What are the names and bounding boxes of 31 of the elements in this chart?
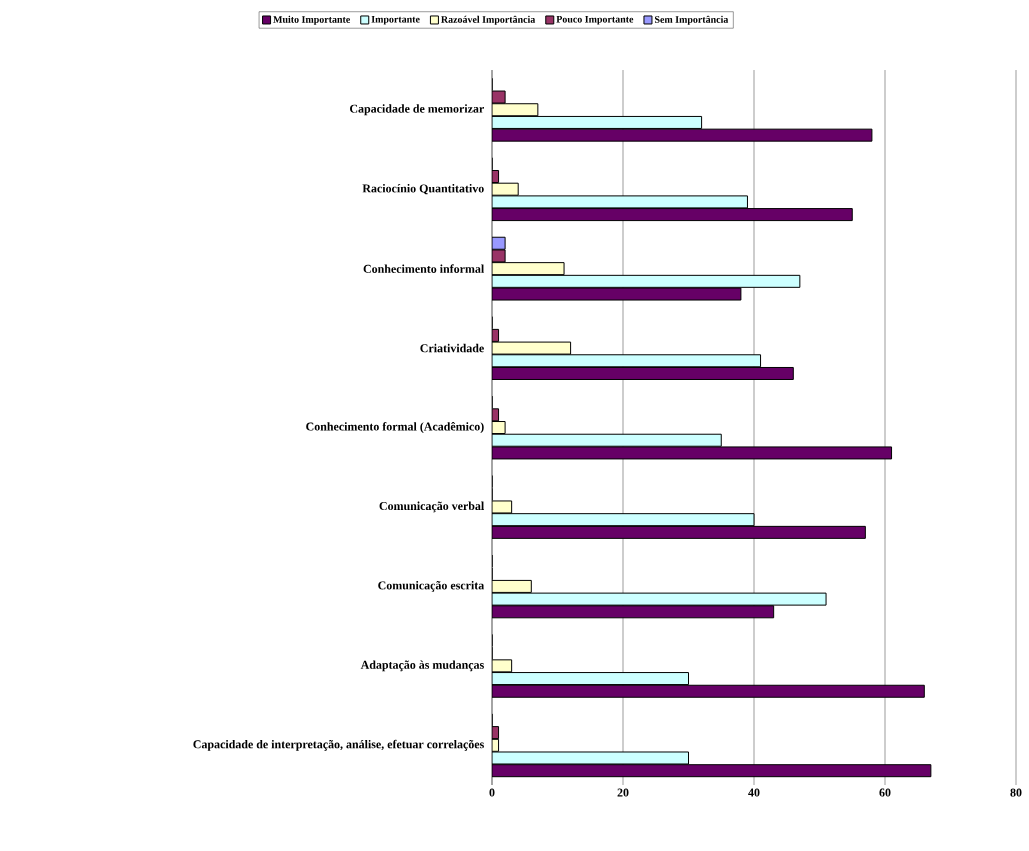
bar (492, 672, 689, 686)
bar (492, 274, 801, 288)
bar (492, 366, 794, 380)
bar (492, 208, 853, 222)
legend-label: Pouco Importante (556, 15, 634, 25)
x-tick-label: 60 (879, 788, 891, 797)
bar (492, 354, 762, 368)
legend-label: Muito Importante (273, 15, 350, 25)
y-tick-label: Adaptação às mudanças (360, 660, 484, 672)
x-tick-label: 0 (489, 788, 495, 797)
bar (492, 684, 925, 698)
y-tick-label: Conhecimento formal (Acadêmico) (306, 422, 484, 434)
legend-label: Razoável Importância (441, 15, 536, 25)
x-tick-label: 80 (1010, 788, 1022, 797)
bar (492, 115, 703, 129)
legend-label: Importante (371, 15, 420, 25)
bar (492, 513, 755, 527)
y-tick-label: Capacidade de interpretação, análise, efetuar correlações (193, 739, 484, 751)
y-tick-label: Conhecimento informal (363, 264, 485, 273)
y-tick-label: Criatividade (420, 343, 484, 353)
bar (492, 433, 722, 447)
y-tick-label: Comunicação escrita (378, 581, 485, 592)
legend-label: Sem Importância (654, 15, 729, 25)
y-tick-label: Comunicação verbal (379, 501, 485, 513)
bar (492, 764, 932, 778)
bar (492, 525, 866, 539)
x-tick-label: 20 (617, 788, 629, 797)
y-tick-label: Capacidade de memorizar (350, 104, 484, 116)
y-tick-label: Raciocínio Quantitativo (362, 184, 484, 195)
bar (492, 605, 775, 619)
x-tick-label: 40 (748, 788, 760, 797)
